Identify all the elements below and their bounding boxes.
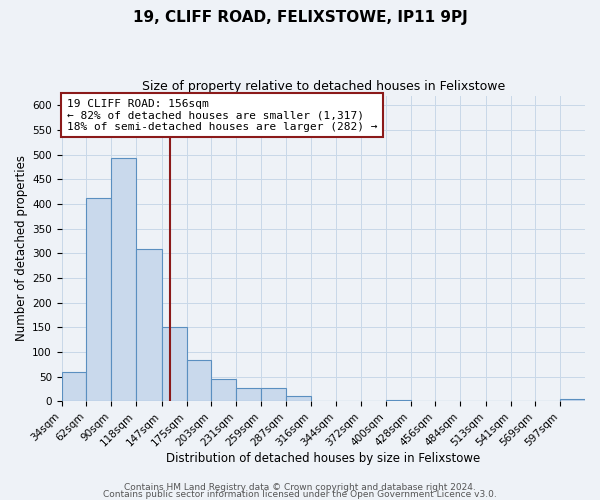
Title: Size of property relative to detached houses in Felixstowe: Size of property relative to detached ho… bbox=[142, 80, 505, 93]
Bar bbox=[286, 396, 311, 402]
Y-axis label: Number of detached properties: Number of detached properties bbox=[15, 156, 28, 342]
Bar bbox=[62, 372, 86, 402]
Bar bbox=[211, 378, 236, 402]
Bar bbox=[386, 400, 410, 402]
Text: 19, CLIFF ROAD, FELIXSTOWE, IP11 9PJ: 19, CLIFF ROAD, FELIXSTOWE, IP11 9PJ bbox=[133, 10, 467, 25]
Text: Contains public sector information licensed under the Open Government Licence v3: Contains public sector information licen… bbox=[103, 490, 497, 499]
Bar bbox=[86, 198, 111, 402]
Bar bbox=[187, 360, 211, 402]
Text: Contains HM Land Registry data © Crown copyright and database right 2024.: Contains HM Land Registry data © Crown c… bbox=[124, 484, 476, 492]
Text: 19 CLIFF ROAD: 156sqm
← 82% of detached houses are smaller (1,317)
18% of semi-d: 19 CLIFF ROAD: 156sqm ← 82% of detached … bbox=[67, 98, 377, 132]
Bar bbox=[261, 388, 286, 402]
Bar bbox=[560, 400, 585, 402]
Bar bbox=[236, 388, 261, 402]
Bar bbox=[136, 250, 162, 402]
Bar bbox=[111, 158, 136, 402]
X-axis label: Distribution of detached houses by size in Felixstowe: Distribution of detached houses by size … bbox=[166, 452, 481, 465]
Bar bbox=[162, 327, 187, 402]
